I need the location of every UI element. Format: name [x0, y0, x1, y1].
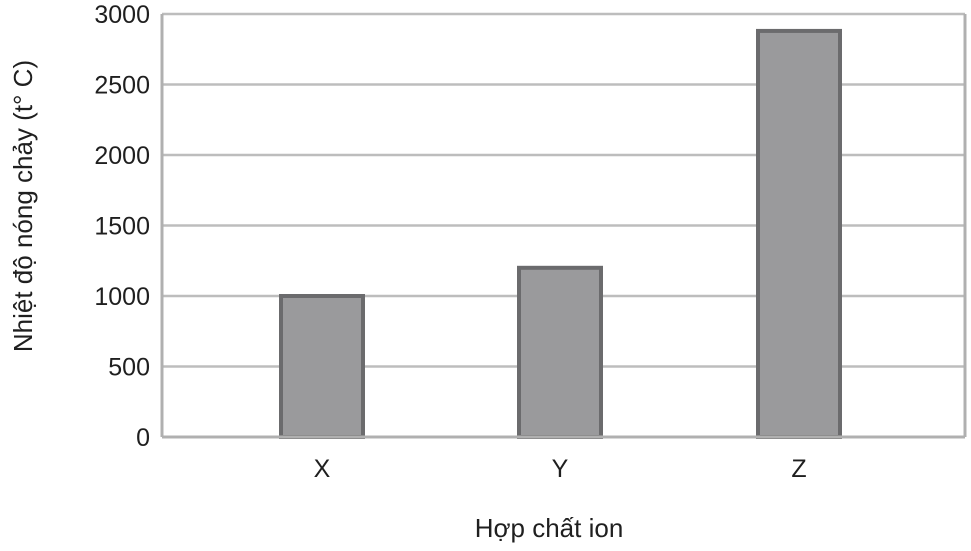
- axes: [160, 14, 967, 439]
- bar-Z: [756, 28, 842, 439]
- y-tick-label-0: 0: [136, 424, 150, 452]
- bar-X: [279, 294, 365, 439]
- y-tick-labels: 0 500 1000 1500 2000 2500 3000: [94, 1, 150, 452]
- y-tick-label-1500: 1500: [94, 213, 150, 241]
- y-tick-label-2500: 2500: [94, 72, 150, 100]
- y-tick-label-3000: 3000: [94, 1, 150, 29]
- x-tick-label-Z: Z: [791, 455, 806, 483]
- bars: [279, 28, 842, 439]
- y-tick-label-2000: 2000: [94, 142, 150, 170]
- bar-Y: [517, 265, 603, 439]
- x-tick-label-X: X: [314, 455, 331, 483]
- x-tick-labels: X Y Z: [314, 455, 807, 483]
- x-axis-title: Hợp chất ion: [475, 513, 624, 543]
- x-tick-label-Y: Y: [552, 455, 569, 483]
- y-axis-title: Nhiệt độ nóng chảy (t° C): [8, 60, 38, 352]
- y-tick-label-1000: 1000: [94, 283, 150, 311]
- y-tick-label-500: 500: [108, 354, 150, 382]
